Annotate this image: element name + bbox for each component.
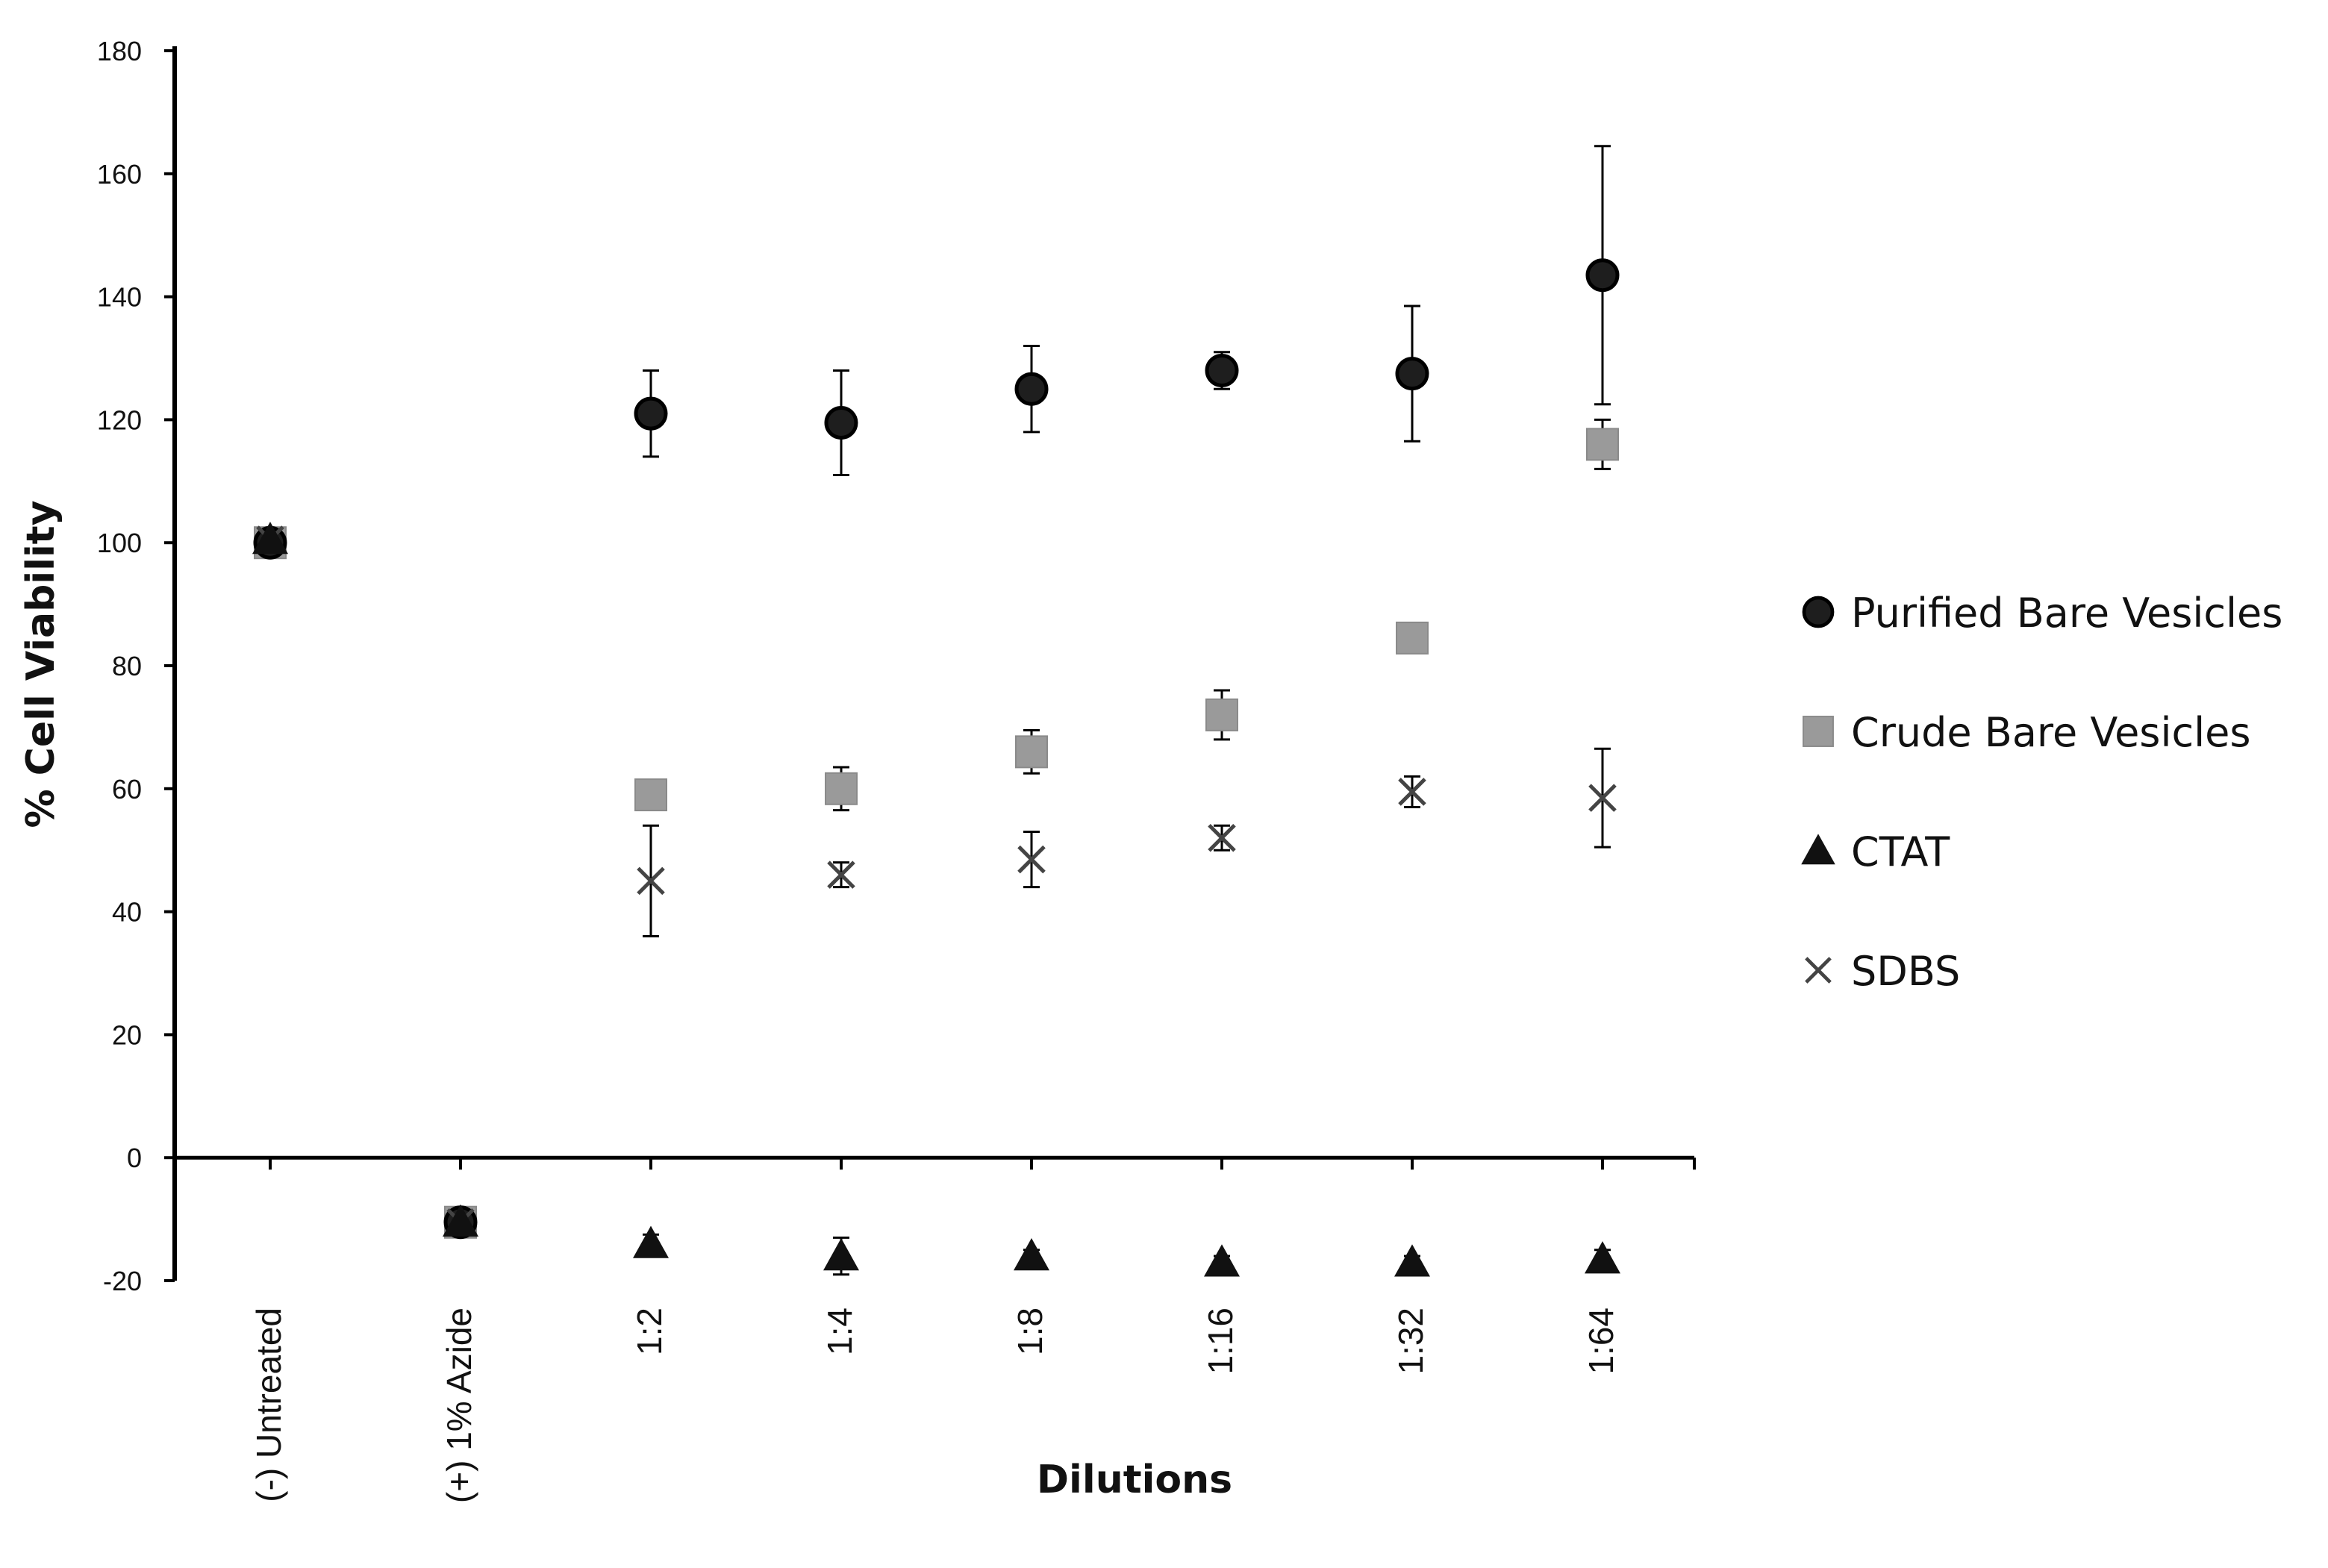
y-tick-label: 60: [112, 774, 142, 805]
data-point-triangle: [633, 1225, 669, 1258]
x-tick-label: 1:4: [820, 1308, 859, 1355]
legend-marker-x: [1805, 957, 1832, 984]
x-tick-label: (-) Untreated: [249, 1308, 288, 1502]
data-markers: [252, 258, 1620, 1277]
data-point-square: [1205, 698, 1238, 731]
data-point-circle: [1205, 353, 1239, 387]
legend-marker-square: [1803, 716, 1834, 747]
y-tick-label: -20: [103, 1266, 142, 1296]
data-point-circle: [1395, 357, 1429, 391]
legend-label: Crude Bare Vesicles: [1851, 709, 2251, 756]
data-point-x: [827, 860, 855, 889]
y-axis-title: % Cell Viability: [19, 500, 63, 828]
data-point-circle: [824, 406, 858, 440]
legend-label: CTAT: [1851, 828, 1950, 875]
data-point-square: [1015, 735, 1048, 769]
data-point-x: [1588, 784, 1617, 812]
y-tick-label: 0: [127, 1143, 142, 1173]
x-tick-label: 1:2: [630, 1308, 669, 1355]
data-point-circle: [634, 396, 668, 431]
data-point-triangle: [443, 1204, 478, 1237]
data-point-x: [1017, 845, 1046, 874]
x-tick-label: 1:32: [1391, 1308, 1430, 1375]
legend-marker-triangle: [1801, 834, 1835, 865]
legend-marker-circle: [1802, 596, 1835, 628]
x-axis-title: Dilutions: [1037, 1458, 1232, 1502]
x-tick-label: (+) 1% Azide: [440, 1308, 478, 1503]
data-point-triangle: [823, 1238, 859, 1271]
data-point-circle: [1014, 372, 1049, 406]
data-point-square: [825, 772, 858, 805]
data-point-triangle: [1204, 1244, 1240, 1277]
y-tick-label: 40: [112, 897, 142, 928]
legend-label: SDBS: [1851, 948, 1960, 995]
x-tick-label: 1:16: [1201, 1308, 1240, 1375]
axes: 180 160 140 120 100 80 60 40 20 0 -20 (-) Untreated…: [97, 36, 1696, 1503]
x-tick-label: 1:64: [1582, 1308, 1620, 1375]
data-point-triangle: [1394, 1244, 1430, 1277]
legend-label: Purified Bare Vesicles: [1851, 590, 2282, 637]
y-tick-label: 80: [112, 651, 142, 681]
data-point-x: [637, 866, 665, 896]
data-point-square: [1396, 621, 1429, 655]
data-point-x: [1208, 823, 1236, 852]
data-point-triangle: [1014, 1238, 1049, 1271]
y-tick-label: 180: [97, 36, 142, 66]
y-tick-label: 20: [112, 1019, 142, 1050]
data-point-x: [1398, 778, 1426, 806]
y-tick-label: 140: [97, 282, 142, 313]
y-tick-label: 120: [97, 405, 142, 435]
y-tick-label: 160: [97, 159, 142, 190]
legend: Purified Bare Vesicles Crude Bare Vesicle…: [1801, 590, 2282, 995]
data-point-triangle: [252, 522, 288, 555]
data-point-circle: [1585, 258, 1620, 293]
error-bars: [643, 145, 1611, 1276]
data-point-square: [634, 778, 667, 812]
data-point-triangle: [1585, 1241, 1620, 1274]
data-point-square: [1586, 428, 1619, 461]
x-tick-label: 1:8: [1011, 1308, 1049, 1355]
y-tick-label: 100: [97, 528, 142, 558]
